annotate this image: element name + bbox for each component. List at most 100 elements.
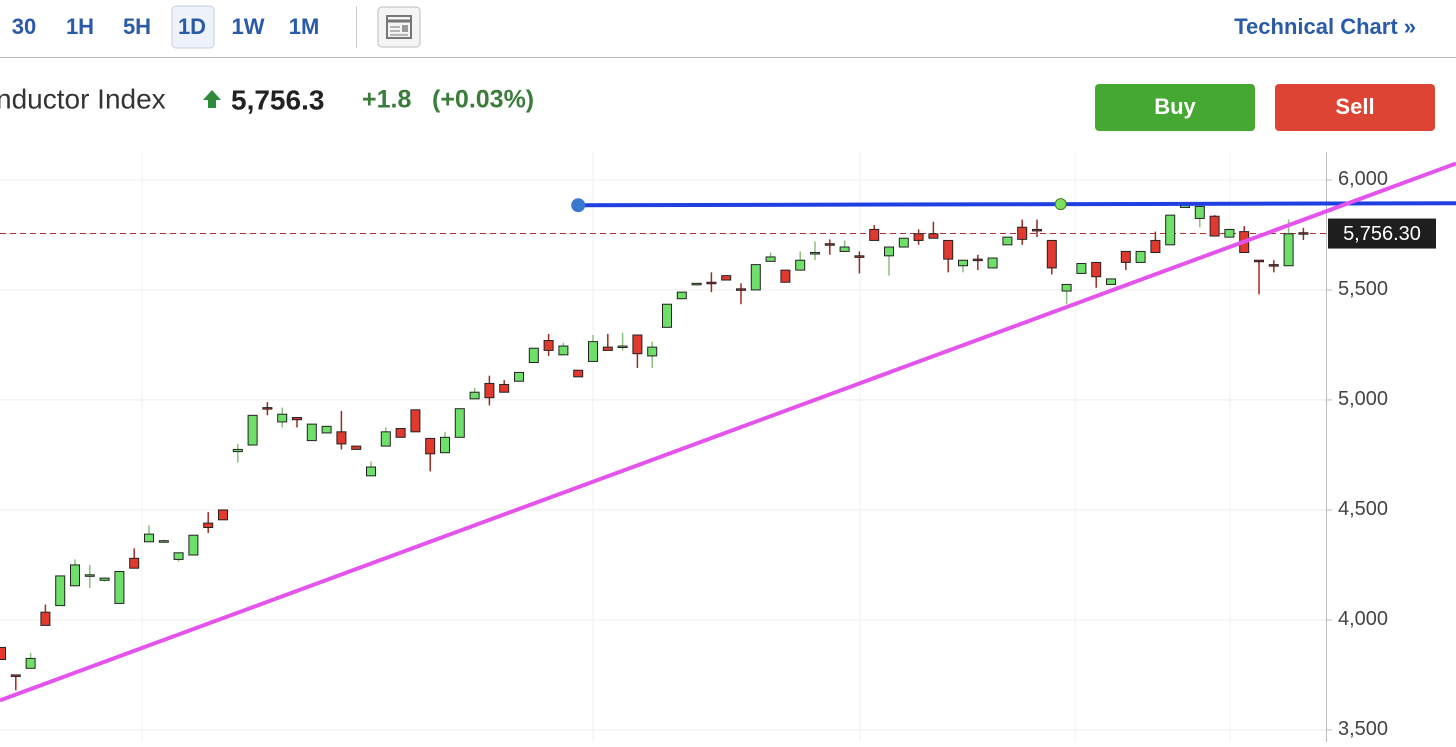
interval-button[interactable]: 30 — [12, 14, 36, 39]
candle-body — [884, 246, 894, 257]
candle-body — [810, 252, 820, 255]
candle-body — [1091, 261, 1102, 278]
candle-body — [321, 425, 332, 434]
y-tick-label: 4,500 — [1338, 498, 1388, 520]
candle-body — [987, 257, 998, 269]
candle-body — [366, 466, 376, 477]
candle-body — [602, 346, 613, 351]
candle-body — [706, 281, 717, 285]
trend-line — [0, 161, 1456, 703]
candle-body — [1017, 226, 1028, 240]
candle-body — [1254, 259, 1264, 263]
interval-button[interactable]: 1M — [289, 14, 320, 39]
candle-body — [1046, 239, 1057, 269]
technical-chart-link[interactable]: Technical Chart » — [1234, 14, 1416, 39]
candle-body — [188, 534, 199, 556]
candle-body — [144, 533, 154, 543]
candle-body — [573, 369, 584, 378]
candle-body — [528, 347, 539, 364]
change: +1.8 — [362, 86, 411, 114]
candle-body — [292, 417, 302, 421]
candle-body — [114, 571, 125, 604]
sell-label[interactable]: Sell — [1335, 94, 1374, 119]
candle-body — [1120, 250, 1131, 263]
candle-body — [25, 657, 36, 669]
y-tick-label: 5,000 — [1338, 388, 1388, 410]
candle-body — [1194, 205, 1205, 219]
time-grid — [141, 152, 1231, 742]
candle-body — [898, 237, 909, 248]
candle-body — [469, 391, 480, 400]
candle-body — [780, 269, 791, 283]
candle-body — [1076, 263, 1087, 274]
candle-body — [247, 414, 258, 446]
interval-button[interactable]: 1H — [66, 14, 94, 39]
candle-body — [1150, 239, 1161, 254]
layout-icon[interactable] — [377, 6, 421, 48]
candle-body — [0, 646, 6, 661]
candle-body — [721, 275, 732, 281]
candle-body — [1209, 215, 1220, 237]
candle-body — [380, 431, 391, 447]
candle-body — [203, 522, 214, 529]
candle-body — [958, 259, 968, 267]
candle-body — [972, 258, 983, 262]
candle-body — [943, 239, 954, 260]
candle-body — [632, 334, 643, 355]
buy-label[interactable]: Buy — [1154, 94, 1196, 119]
candle-body — [336, 431, 347, 445]
candle-body — [129, 557, 140, 569]
candle-body — [1135, 250, 1146, 263]
sell-button[interactable]: Sell — [1275, 84, 1435, 131]
candle-body — [1106, 278, 1116, 285]
candle-body — [824, 243, 835, 246]
candle-body — [99, 577, 110, 581]
interval-button[interactable]: 1D — [178, 14, 206, 39]
candle-body — [691, 282, 702, 286]
trend-handle[interactable] — [1054, 198, 1067, 211]
candle-body — [277, 413, 288, 423]
candle-body — [839, 246, 850, 252]
candle-body — [1283, 233, 1294, 267]
price: 5,756.3 — [231, 84, 324, 115]
candle-body — [1298, 232, 1309, 235]
buy-button[interactable]: Buy — [1095, 84, 1255, 131]
candle-body — [395, 428, 406, 438]
candle-body — [55, 575, 66, 607]
candle-body — [425, 437, 436, 455]
trend-line — [578, 201, 1456, 208]
interval-button[interactable]: 5H — [123, 14, 151, 39]
candle-body — [543, 340, 554, 351]
candle-body — [232, 448, 243, 453]
candle-body — [558, 345, 569, 356]
interval-button[interactable]: 1W — [232, 14, 265, 39]
candle-body — [306, 423, 317, 442]
candle-body — [662, 303, 672, 328]
candle-body — [750, 264, 761, 291]
last-price-label: 5,756.30 — [1343, 223, 1421, 245]
candle-body — [454, 408, 465, 438]
candle-body — [647, 346, 658, 357]
candle-body — [262, 407, 273, 410]
instrument-name: nductor Index — [0, 83, 166, 114]
candle-body — [70, 564, 80, 587]
candle-body — [440, 436, 450, 454]
trend-handle[interactable] — [571, 198, 586, 213]
candle-body — [736, 288, 746, 291]
candle-body — [913, 233, 924, 241]
y-tick-label: 5,500 — [1338, 278, 1388, 300]
candle-body — [410, 409, 421, 433]
candle-body — [351, 445, 362, 450]
change-percent: (+0.03%) — [432, 86, 534, 114]
candle-body — [765, 256, 776, 262]
y-tick-label: 4,000 — [1338, 608, 1388, 630]
candle-body — [588, 341, 598, 362]
candle-body — [869, 228, 880, 241]
candle-body — [218, 509, 228, 521]
candle-body — [10, 674, 21, 677]
candle-body — [795, 259, 806, 271]
candle-body — [158, 540, 169, 543]
candle-body — [1061, 283, 1072, 292]
